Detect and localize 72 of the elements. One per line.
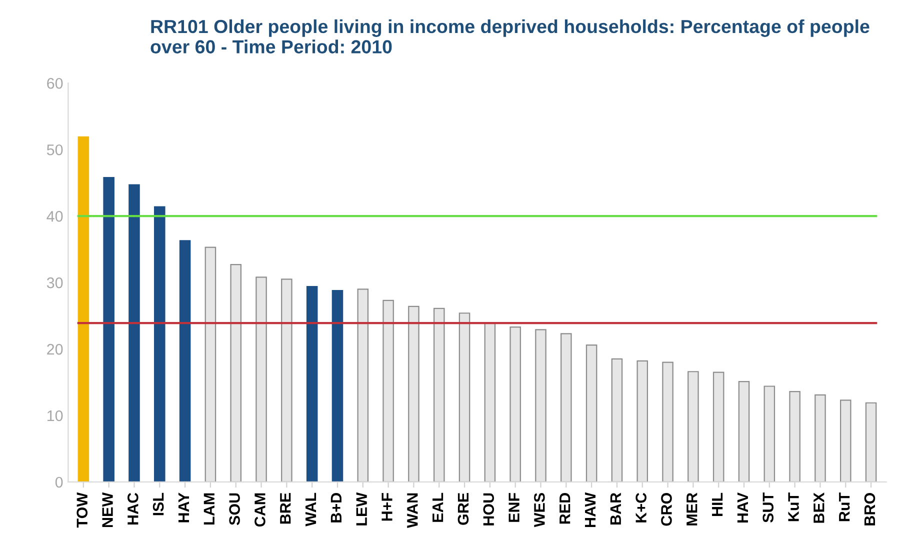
- bar: [204, 246, 216, 482]
- bar: [78, 136, 90, 482]
- bar: [814, 394, 826, 482]
- y-tick-label: 20: [47, 344, 63, 355]
- bar: [738, 381, 750, 482]
- bar: [535, 329, 546, 482]
- x-tick-label: HAV: [737, 492, 748, 523]
- x-tick-label: ENF: [508, 492, 520, 522]
- x-tick-label: RED: [560, 493, 570, 524]
- bar: [332, 290, 344, 482]
- bar: [230, 264, 242, 482]
- bar: [764, 386, 776, 482]
- x-tick-label: GRE: [458, 492, 469, 525]
- bar: [688, 371, 699, 482]
- x-tick-label: BRE: [280, 492, 291, 524]
- y-tick-label: 0: [55, 476, 63, 488]
- y-tick-label: 50: [46, 144, 63, 156]
- bar: [382, 300, 394, 482]
- y-tick-label: 60: [47, 78, 63, 89]
- x-tick-label: RuT: [839, 492, 850, 522]
- bar: [510, 326, 521, 482]
- x-tick-label: SUT: [762, 492, 774, 523]
- x-tick-label: WAL: [306, 492, 316, 526]
- bar: [662, 362, 674, 482]
- bar: [256, 276, 267, 482]
- bar: [408, 306, 420, 482]
- x-tick-label: HOU: [483, 493, 494, 526]
- chart-title: RR101 Older people living in income deprived households: Percentage of people over 60 - Time Period: 2010: [150, 19, 870, 54]
- bar: [712, 372, 724, 482]
- x-tick-label: KuT: [788, 492, 799, 522]
- bar: [103, 176, 114, 482]
- bar: [128, 184, 140, 482]
- bar: [611, 358, 623, 482]
- x-tick-label: CRO: [661, 493, 672, 526]
- x-tick-label: HAY: [178, 492, 189, 522]
- bar: [789, 391, 800, 482]
- x-tick-label: WES: [534, 492, 545, 528]
- bar: [357, 288, 369, 482]
- y-tick-label: 10: [47, 410, 63, 422]
- x-tick-label: HAW: [584, 492, 596, 528]
- bar: [636, 360, 648, 482]
- x-tick-label: B+D: [330, 493, 342, 522]
- x-tick-label: ISL: [152, 492, 164, 516]
- x-tick-label: BRO: [864, 493, 876, 526]
- x-tick-label: LAM: [204, 493, 214, 524]
- x-tick-label: BEX: [814, 492, 824, 523]
- bar: [458, 312, 470, 482]
- bar: [840, 400, 852, 482]
- y-tick-label: 30: [46, 277, 63, 288]
- x-tick-label: HAC: [128, 492, 138, 524]
- bar: [433, 308, 445, 482]
- x-tick-label: H+F: [382, 492, 392, 521]
- x-tick-label: EAL: [432, 492, 444, 522]
- y-tick-label: 40: [46, 210, 63, 222]
- x-tick-label: HIL: [712, 492, 723, 516]
- x-tick-label: TOW: [76, 492, 88, 528]
- bar: [586, 344, 598, 482]
- x-tick-label: BAR: [610, 492, 621, 524]
- bar: [560, 333, 572, 482]
- bar: [484, 322, 496, 482]
- x-tick-label: NEW: [102, 492, 113, 528]
- bar: [281, 278, 292, 482]
- x-tick-label: MER: [686, 492, 698, 526]
- x-tick-label: LEW: [356, 492, 367, 526]
- bar: [306, 286, 318, 482]
- x-tick-label: K+C: [636, 492, 646, 522]
- x-tick-label: WAN: [407, 493, 418, 528]
- bar: [865, 402, 877, 482]
- bar: [179, 240, 191, 482]
- x-tick-label: CAM: [254, 493, 266, 527]
- bar: [154, 206, 166, 482]
- x-tick-label: SOU: [229, 493, 240, 526]
